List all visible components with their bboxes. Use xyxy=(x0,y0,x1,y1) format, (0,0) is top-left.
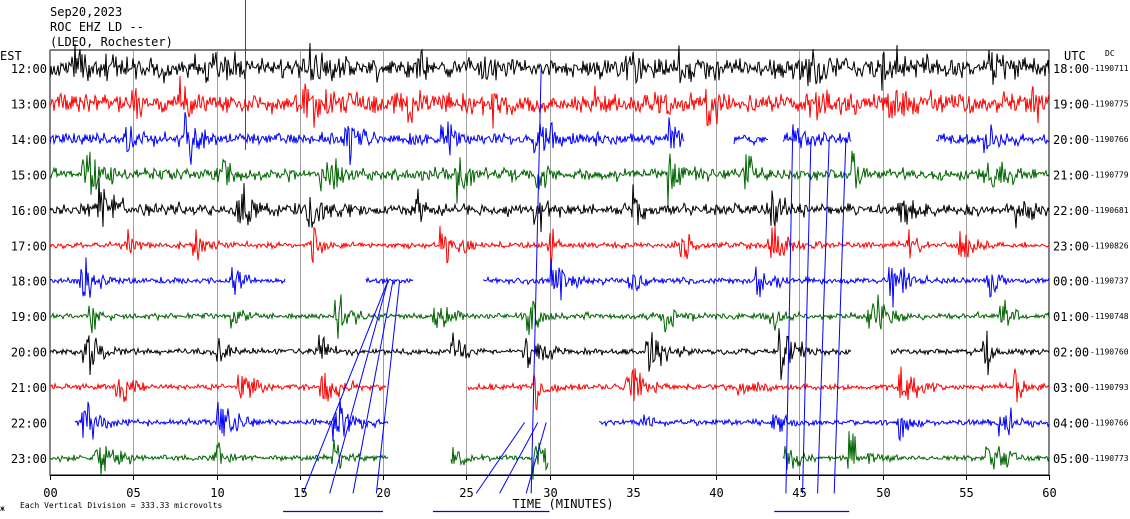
est-hour-label: 12:00 xyxy=(11,62,47,76)
trace-group xyxy=(49,0,1050,513)
x-tick-label: 45 xyxy=(792,486,806,500)
cross-trace-8 xyxy=(785,138,794,494)
est-hour-label: 22:00 xyxy=(11,417,47,431)
utc-hour-label: 04:00 xyxy=(1053,417,1089,431)
cross-trace-4 xyxy=(475,422,525,494)
utc-hour-label: 23:00 xyxy=(1053,239,1089,253)
x-tick-label: 25 xyxy=(459,486,473,500)
est-hour-label: 14:00 xyxy=(11,133,47,147)
cross-trace-2 xyxy=(352,280,394,494)
trace-2000-seg-1 xyxy=(890,330,1050,376)
x-tick-label: 40 xyxy=(709,486,723,500)
scale-note: Each Vertical Division = 333.33 microvol… xyxy=(20,501,222,510)
trace-1400-seg-3 xyxy=(935,124,1050,154)
est-hour-label: 19:00 xyxy=(11,310,47,324)
est-hour-label: 13:00 xyxy=(11,97,47,111)
dc-offset-value: -1190793 xyxy=(1090,383,1129,392)
x-tick-label: 05 xyxy=(126,486,140,500)
utc-hour-label: 01:00 xyxy=(1053,310,1089,324)
dc-offset-value: -1190766 xyxy=(1090,419,1129,428)
right-timezone-label: UTC xyxy=(1064,49,1086,63)
trace-1500-seg-0 xyxy=(49,150,1050,205)
utc-hour-label: 20:00 xyxy=(1053,133,1089,147)
est-hour-label: 17:00 xyxy=(11,239,47,253)
dc-offset-value: -1190760 xyxy=(1090,348,1129,357)
est-hour-label: 21:00 xyxy=(11,381,47,395)
trace-1800-seg-2 xyxy=(483,258,1050,308)
dc-offset-value: -1190775 xyxy=(1090,99,1129,108)
cross-trace-9 xyxy=(802,138,812,494)
left-timezone-label: EST xyxy=(0,49,22,63)
trace-2200-seg-0 xyxy=(74,398,389,442)
dc-offset-value: -1190766 xyxy=(1090,135,1129,144)
cross-trace-7 xyxy=(530,67,542,494)
x-tick-label: 60 xyxy=(1042,486,1056,500)
cross-trace-1 xyxy=(329,280,389,494)
x-tick-label: 10 xyxy=(210,486,224,500)
trace-2300-seg-2 xyxy=(782,431,1050,471)
utc-hour-label: 02:00 xyxy=(1053,346,1089,360)
trace-2200-seg-1 xyxy=(598,407,1050,442)
utc-hour-label: 18:00 xyxy=(1053,62,1089,76)
utc-hour-label: 22:00 xyxy=(1053,204,1089,218)
est-hour-label: 23:00 xyxy=(11,452,47,466)
est-hour-label: 18:00 xyxy=(11,275,47,289)
dc-offset-header: DC xyxy=(1105,49,1115,58)
trace-1700-seg-0 xyxy=(49,225,1050,272)
dc-offset-value: -1190681 xyxy=(1090,206,1129,215)
x-tick-label: 30 xyxy=(543,486,557,500)
dc-offset-value: -1190737 xyxy=(1090,277,1129,286)
dc-offset-value: -1190773 xyxy=(1090,454,1129,463)
label-group: Sep20,2023 ROC EHZ LD -- (LDEO, Rocheste… xyxy=(0,5,1129,513)
utc-hour-label: 21:00 xyxy=(1053,168,1089,182)
cross-trace-11 xyxy=(833,138,847,494)
header-station: ROC EHZ LD -- xyxy=(50,20,144,34)
dc-offset-value: -1190748 xyxy=(1090,312,1129,321)
trace-1400-seg-2 xyxy=(782,124,852,149)
utc-hour-label: 00:00 xyxy=(1053,275,1089,289)
x-axis-title: TIME (MINUTES) xyxy=(512,497,613,511)
header-network: (LDEO, Rochester) xyxy=(50,35,173,49)
trace-1600-seg-0 xyxy=(49,178,1050,233)
trace-1800-seg-0 xyxy=(49,257,286,298)
x-tick-label: 35 xyxy=(626,486,640,500)
est-hour-label: 20:00 xyxy=(11,346,47,360)
x-tick-label: 00 xyxy=(43,486,57,500)
est-hour-label: 16:00 xyxy=(11,204,47,218)
dc-offset-value: -1190826 xyxy=(1090,241,1129,250)
cross-trace-5 xyxy=(499,422,539,494)
trace-1200-seg-0 xyxy=(49,42,1050,91)
utc-hour-label: 03:00 xyxy=(1053,381,1089,395)
x-tick-label: 50 xyxy=(876,486,890,500)
logo-mark: ж xyxy=(0,504,5,513)
x-tick-label: 15 xyxy=(293,486,307,500)
trace-1800-seg-1 xyxy=(365,276,414,285)
x-tick-label: 20 xyxy=(376,486,390,500)
cross-trace-3 xyxy=(375,280,401,494)
trace-2300-seg-0 xyxy=(49,439,389,475)
cross-trace-0 xyxy=(302,280,389,494)
cross-trace-10 xyxy=(817,138,830,494)
header-date: Sep20,2023 xyxy=(50,5,122,19)
trace-2000-seg-0 xyxy=(49,328,852,380)
cross-trace-6 xyxy=(525,422,547,494)
utc-hour-label: 19:00 xyxy=(1053,97,1089,111)
dc-offset-value: -1190711 xyxy=(1090,64,1129,73)
est-hour-label: 15:00 xyxy=(11,168,47,182)
trace-2100-seg-1 xyxy=(467,366,1050,411)
trace-1300-seg-0 xyxy=(49,75,1050,129)
trace-1400-seg-1 xyxy=(733,134,769,147)
utc-hour-label: 05:00 xyxy=(1053,452,1089,466)
dc-offset-value: -1190779 xyxy=(1090,170,1129,179)
trace-1400-seg-0 xyxy=(49,112,685,165)
x-tick-label: 55 xyxy=(959,486,973,500)
trace-1900-seg-0 xyxy=(49,294,1050,339)
trace-2100-seg-0 xyxy=(50,372,387,403)
